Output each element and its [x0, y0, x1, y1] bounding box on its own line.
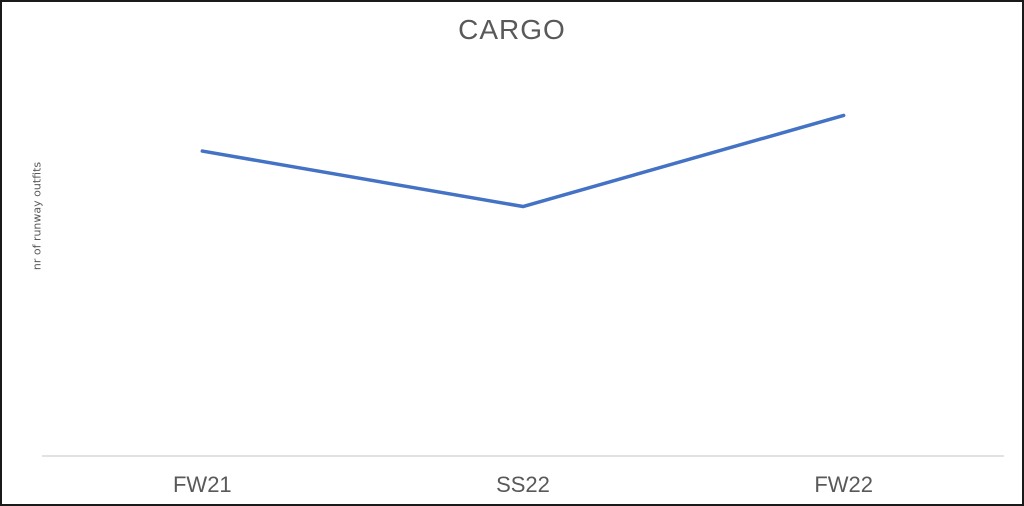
chart-title: CARGO [458, 14, 566, 45]
x-tick-label: FW22 [814, 472, 873, 497]
series-line [200, 113, 846, 209]
x-tick-label: FW21 [173, 472, 232, 497]
x-tick-label: SS22 [496, 472, 550, 497]
